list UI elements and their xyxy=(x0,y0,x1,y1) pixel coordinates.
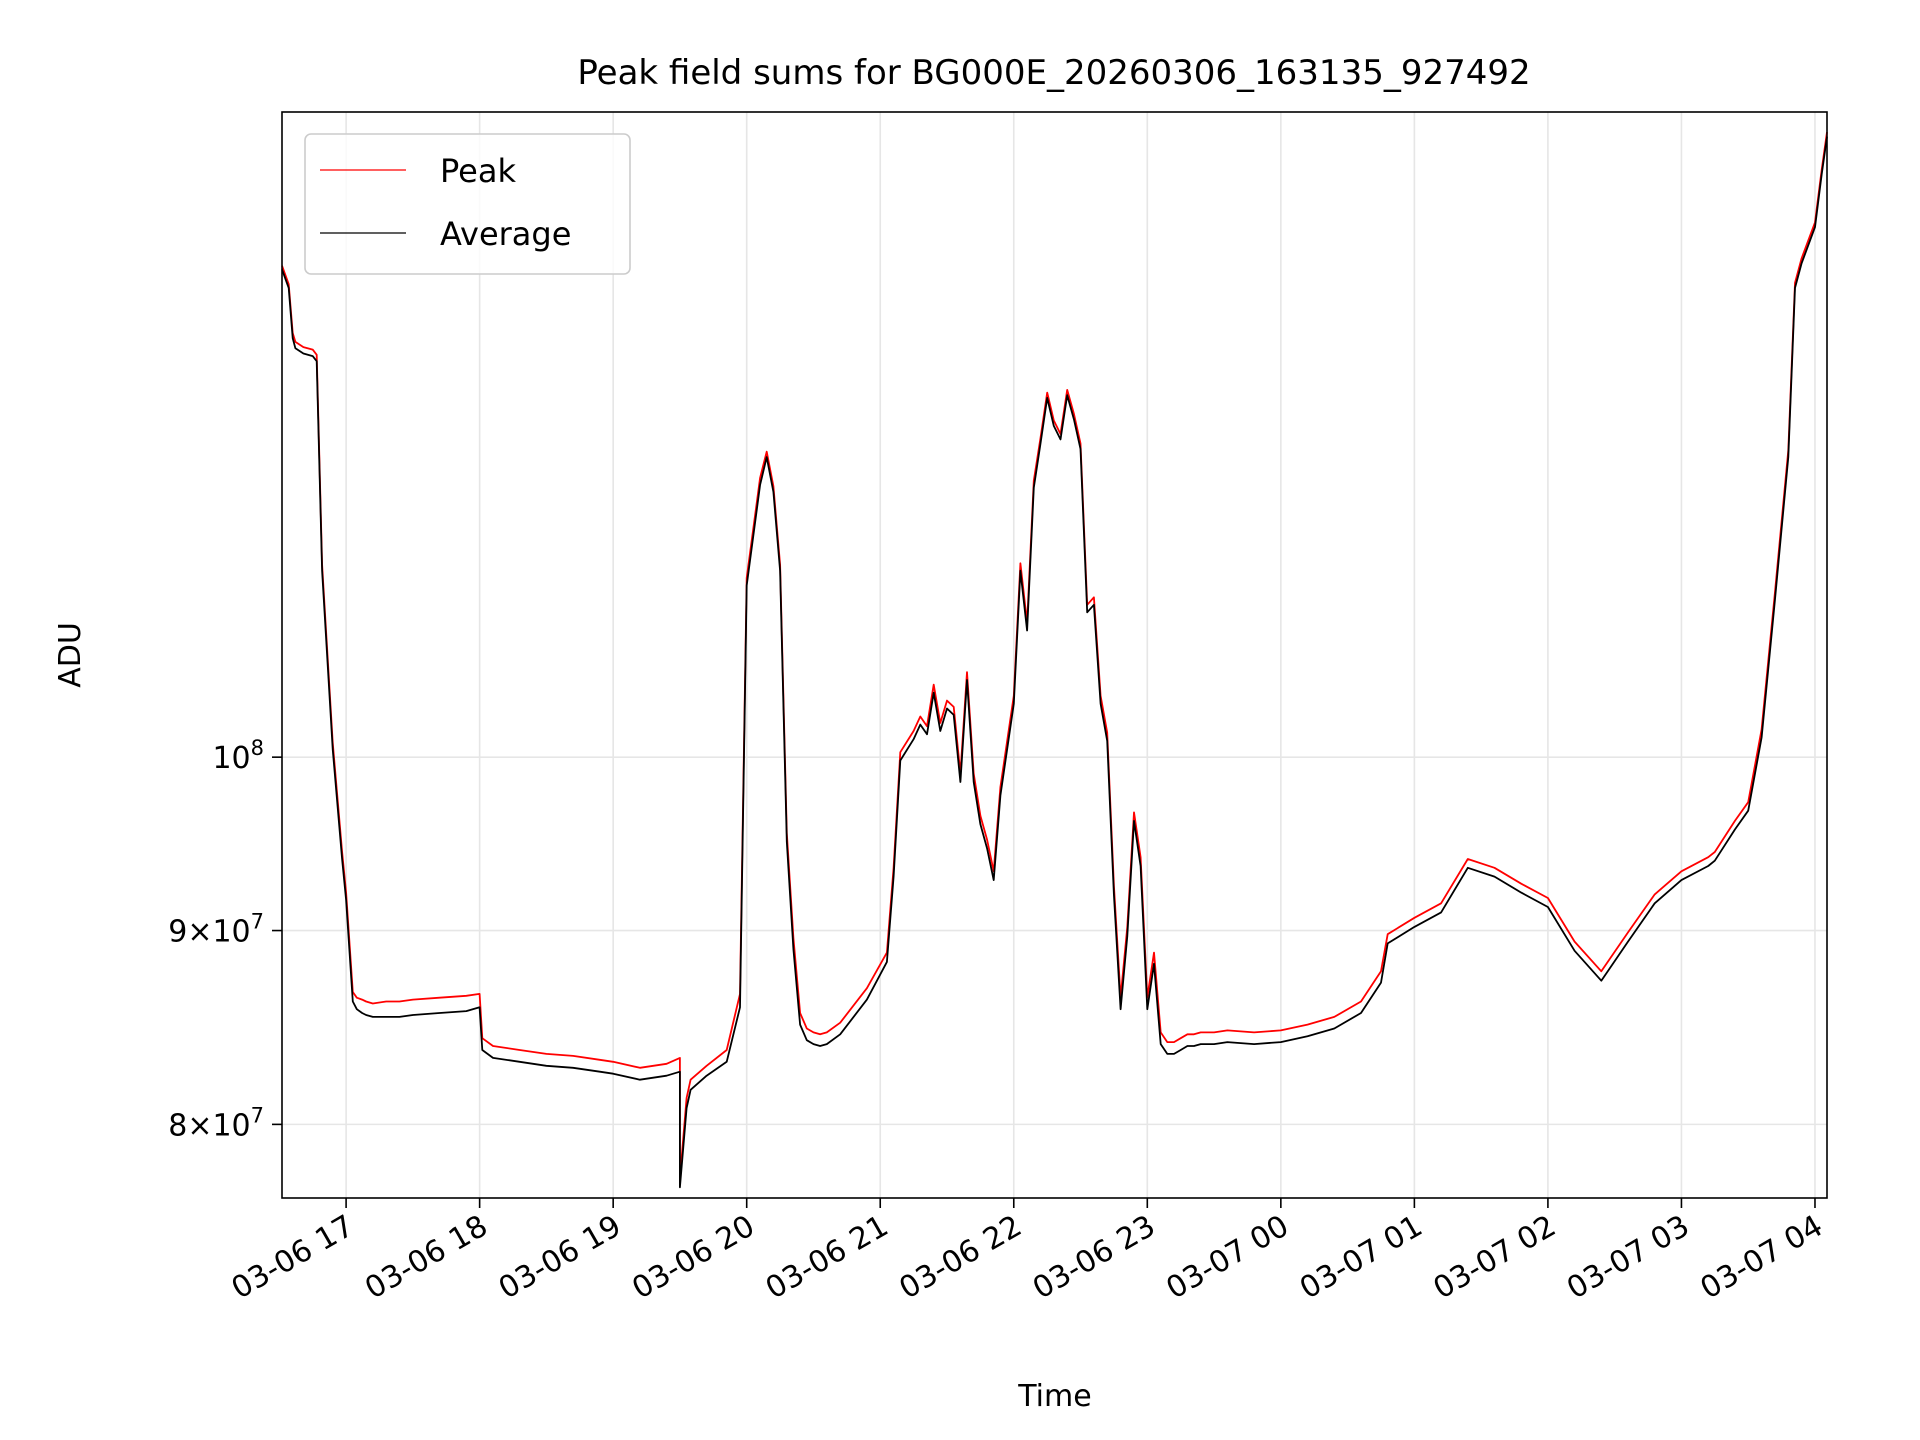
legend: Peak Average xyxy=(304,133,631,275)
legend-box xyxy=(304,133,631,275)
series-line-average xyxy=(281,136,1828,1189)
plot-frame xyxy=(281,111,1828,1199)
x-axis-label: Time xyxy=(1017,1379,1091,1414)
y-tick-label: 108 xyxy=(212,736,264,776)
chart-title: Peak field sums for BG000E_20260306_1631… xyxy=(577,53,1530,93)
legend-label-peak: Peak xyxy=(440,152,516,190)
legend-label-average: Average xyxy=(440,215,571,253)
series-layer xyxy=(281,131,1828,1189)
grid-layer xyxy=(282,112,1827,1198)
y-tick-label: 8×107 xyxy=(168,1103,264,1143)
y-axis-label: ADU xyxy=(53,622,88,688)
y-tick-label: 9×107 xyxy=(168,910,264,950)
